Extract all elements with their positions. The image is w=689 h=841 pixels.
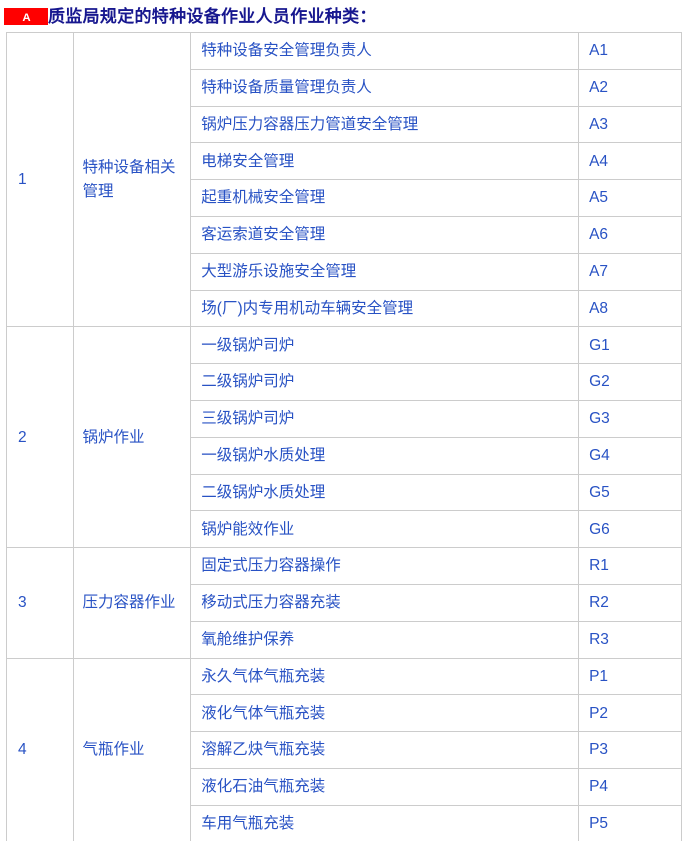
svg-text:A: A [22, 12, 30, 24]
